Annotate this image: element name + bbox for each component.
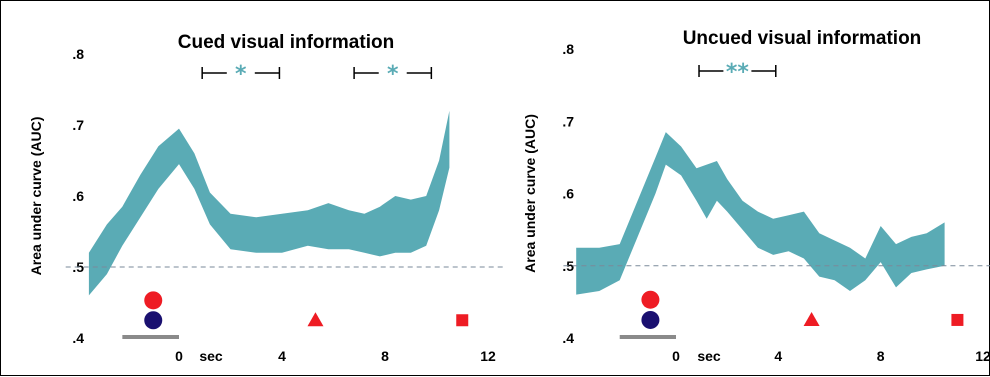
auc-band [88,110,450,296]
x-tick-label: 12 [975,348,990,364]
y-tick-label: .7 [562,113,574,129]
chart-title: Uncued visual information [683,28,922,49]
significance-bracket: * [201,62,281,87]
x-tick-label: 8 [877,348,885,364]
x-tick-label: 4 [278,348,286,364]
x-tick-label: 12 [480,348,496,364]
event-circle-marker [641,290,660,309]
event-triangle-marker [803,311,820,326]
x-unit-label: sec [697,348,721,364]
stimulus-bar [122,335,179,339]
event-circle-marker [641,310,660,329]
y-tick-label: .8 [562,41,574,57]
event-circle-marker [144,291,163,310]
y-axis-label: Area under curve (AUC) [28,117,44,276]
y-tick-label: .7 [72,117,84,133]
y-tick-label: .6 [562,186,574,202]
bracket-star-bg [226,64,255,82]
x-tick-label: 8 [381,348,389,364]
event-circle-marker [144,311,163,330]
uncued-chart: Uncued visual information Area under curv… [522,28,990,364]
x-tick-label: 0 [175,348,183,364]
auc-band [576,132,945,295]
event-square-marker [456,314,469,327]
bracket-star-bg [723,62,752,80]
y-axis-label: Area under curve (AUC) [522,114,538,273]
bracket-star-bg [378,64,407,82]
y-tick-label: .4 [562,330,574,346]
y-tick-label: .8 [72,46,84,62]
significance-star: * [387,62,399,87]
x-unit-label: sec [199,348,223,364]
event-square-marker [951,313,964,326]
chart-title: Cued visual information [178,32,394,53]
significance-star: * [235,62,247,87]
event-triangle-marker [307,312,324,327]
significance-bracket: * [353,62,433,87]
significance-star: ** [726,60,750,85]
significance-bracket: ** [698,60,777,85]
x-tick-label: 4 [774,348,782,364]
y-tick-label: .4 [72,330,84,346]
stimulus-bar [619,335,676,339]
x-tick-label: 0 [672,348,680,364]
cued-chart: Cued visual information Area under curve … [28,32,507,364]
y-tick-label: .6 [72,188,84,204]
